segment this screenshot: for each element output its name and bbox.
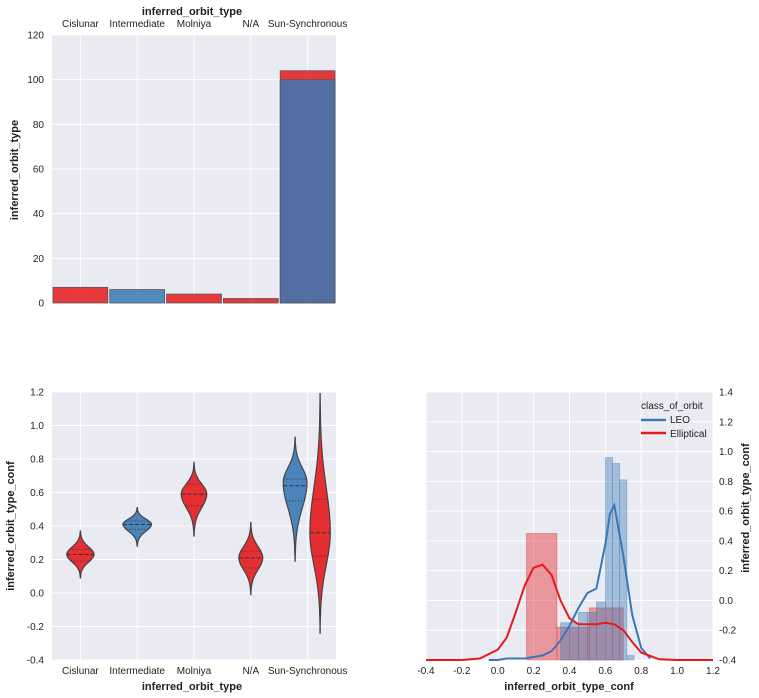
bar-elliptical — [222, 298, 279, 304]
violin-elliptical — [309, 393, 331, 634]
violin-elliptical — [180, 461, 208, 537]
hist-panel-ticks: -0.4 -0.2 0.0 0.2 0.4 0.6 0.8 1.0 1.2-0.4-0.20.0… — [417, 388, 736, 678]
bar-xtick-label: Cislunar — [62, 19, 99, 30]
kde-line-leo — [488, 502, 651, 661]
hist-ytick-label: 0.4 — [719, 536, 733, 547]
violin-panel-ticks: -0.4 -0.2 0.0 0.2 0.4 0.6 0.8 1.0 1.2 Cislunar Int… — [27, 388, 348, 678]
violin-panel-ylabel: inferred_orbit_type_conf — [5, 461, 17, 591]
bar-ytick-label: 80 — [33, 120, 45, 131]
hist-xtick-label: -0.4 — [417, 666, 435, 677]
bar-ytick-label: 100 — [27, 75, 44, 86]
bar-elliptical — [166, 293, 222, 304]
hist-xtick-label: -0.2 — [453, 666, 471, 677]
hist-ytick-label: 0.0 — [719, 596, 733, 607]
hist-ytick-label: 1.4 — [719, 388, 733, 399]
hist-xtick-label: 0.6 — [598, 666, 612, 677]
bar-panel-ticks: 0 20 40 60 80 100 120 Cislunar Intermediate Molni… — [27, 19, 347, 310]
bar-xtick-label: Sun-Synchronous — [268, 19, 348, 30]
bar-leo — [279, 79, 336, 304]
kde-line-elliptical — [461, 563, 713, 661]
bar-ytick-label: 120 — [27, 31, 44, 42]
legend-label-elliptical: Elliptical — [670, 429, 707, 440]
hist-ytick-label: 0.8 — [719, 477, 733, 488]
hist-ytick-label: 0.2 — [719, 566, 733, 577]
violin-leo — [282, 436, 308, 562]
violin-elliptical — [238, 522, 264, 596]
bar-xtick-label: Molniya — [177, 19, 212, 30]
bar-xtick-label: N/A — [242, 19, 259, 30]
violin-leo — [122, 507, 152, 547]
legend-title: class_of_orbit — [641, 401, 703, 412]
hist-xtick-label: 0.0 — [491, 666, 505, 677]
hist-xtick-label: 1.2 — [706, 666, 720, 677]
hist-bar-elliptical — [588, 607, 624, 661]
hist-ytick-label: -0.4 — [719, 656, 737, 667]
violin-panel-xlabel: inferred_orbit_type — [142, 681, 242, 693]
violin-ytick-label: 0.4 — [30, 522, 44, 533]
hist-bar-leo — [569, 622, 579, 661]
bar-leo — [109, 289, 166, 304]
violin-xtick-label: N/A — [242, 666, 259, 677]
violin-ytick-label: 0.2 — [30, 555, 44, 566]
violin-ytick-label: 1.0 — [30, 421, 44, 432]
hist-ytick-label: 1.0 — [719, 447, 733, 458]
hist-panel-xlabel: inferred_orbit_type_conf — [504, 681, 634, 693]
hist-bar-leo — [605, 457, 613, 661]
hist-xtick-label: 0.8 — [634, 666, 648, 677]
hist-bar-leo — [587, 612, 597, 661]
bar-panel-bars — [52, 70, 336, 304]
bar-ytick-label: 60 — [33, 165, 45, 176]
hist-panel-ylabel: inferred_orbit_type_conf — [740, 443, 752, 573]
bar-xtick-label: Intermediate — [109, 19, 165, 30]
hist-bar-leo — [596, 601, 606, 661]
hist-bar-leo — [619, 479, 628, 661]
legend-label-leo: LEO — [670, 415, 690, 426]
hist-ytick-label: 0.6 — [719, 507, 733, 518]
hist-ytick-label: 1.2 — [719, 417, 733, 428]
violin-xtick-label: Intermediate — [109, 666, 165, 677]
hist-xtick-label: 0.4 — [563, 666, 577, 677]
bar-panel-grid — [52, 34, 336, 304]
hist-panel-bars — [526, 457, 635, 661]
hist-ytick-label: -0.2 — [719, 626, 737, 637]
bar-panel-title: inferred_orbit_type — [142, 6, 242, 18]
bar-panel-ylabel: inferred_orbit_type — [9, 120, 21, 220]
violin-xtick-label: Cislunar — [62, 666, 99, 677]
violin-panel-violins — [66, 393, 331, 634]
bar-ytick-label: 0 — [38, 299, 44, 310]
hist-bar-leo — [578, 612, 588, 661]
legend: class_of_orbit LEO Elliptical — [641, 401, 707, 440]
hist-panel-kde-lines — [426, 502, 713, 661]
violin-ytick-label: 0.0 — [30, 589, 44, 600]
bar-elliptical — [52, 286, 109, 304]
violin-ytick-label: 0.8 — [30, 455, 44, 466]
bar-ytick-label: 40 — [33, 209, 45, 220]
hist-bar-leo — [612, 463, 621, 661]
violin-ytick-label: -0.4 — [27, 656, 45, 667]
violin-xtick-label: Sun-Synchronous — [268, 666, 348, 677]
bar-ytick-label: 20 — [33, 254, 45, 265]
hist-xtick-label: 1.0 — [670, 666, 684, 677]
hist-bar-elliptical — [526, 533, 558, 661]
violin-ytick-label: -0.2 — [27, 622, 45, 633]
hist-xtick-label: 0.2 — [527, 666, 541, 677]
violin-xtick-label: Molniya — [177, 666, 212, 677]
hist-bar-leo — [626, 655, 635, 661]
violin-ytick-label: 1.2 — [30, 388, 44, 399]
violin-ytick-label: 0.6 — [30, 488, 44, 499]
